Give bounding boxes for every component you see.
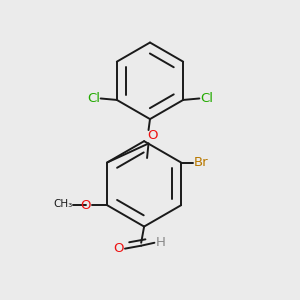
Text: O: O — [147, 129, 157, 142]
Text: H: H — [155, 236, 165, 249]
Text: O: O — [113, 242, 124, 255]
Text: CH₃: CH₃ — [53, 199, 72, 209]
Text: Cl: Cl — [87, 92, 100, 105]
Text: O: O — [81, 199, 91, 212]
Text: Cl: Cl — [200, 92, 213, 105]
Text: Br: Br — [194, 156, 209, 169]
